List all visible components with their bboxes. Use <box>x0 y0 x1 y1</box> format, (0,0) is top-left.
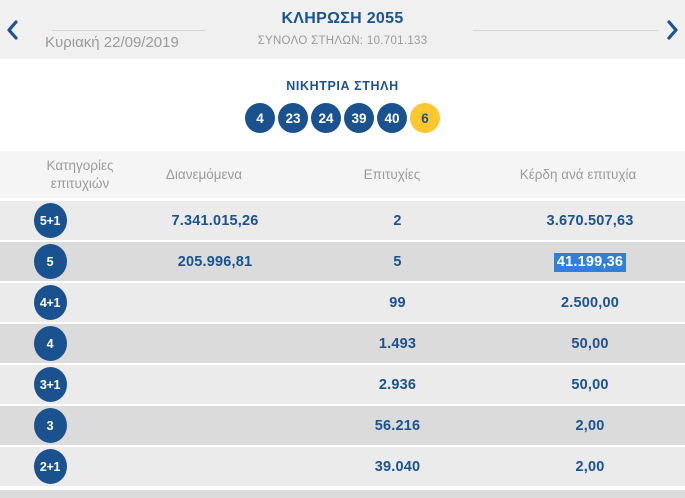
table-row: 4+1 99 2.500,00 <box>0 283 685 322</box>
divider-line-left <box>52 30 205 31</box>
bonus-number-ball: 6 <box>410 103 440 133</box>
category-badge-cell: 3 <box>0 408 100 443</box>
category-badge: 4+1 <box>33 285 67 320</box>
category-badge: 3+1 <box>33 367 67 402</box>
cell-wins: 2 <box>393 212 402 229</box>
table-row: 2+1 39.040 2,00 <box>0 447 685 486</box>
cell-distributed: 7.341.015,26 <box>171 212 259 229</box>
next-row-peek <box>0 490 685 498</box>
cell-wins: 1.493 <box>378 335 417 352</box>
winning-column-section: ΝΙΚΗΤΡΙΑ ΣΤΗΛΗ 4 23 24 39 40 6 <box>0 59 685 151</box>
table-row: 4 1.493 50,00 <box>0 324 685 363</box>
cell-per-win: 2,00 <box>575 417 605 434</box>
winning-number-ball: 23 <box>278 103 308 133</box>
cell-per-win: 2.500,00 <box>560 294 620 311</box>
next-draw-button[interactable] <box>665 19 681 43</box>
divider-line-right <box>473 30 658 31</box>
cell-distributed: 205.996,81 <box>177 253 253 270</box>
category-badge: 2+1 <box>33 449 67 484</box>
cell-wins: 2.936 <box>378 376 417 393</box>
category-badge: 5+1 <box>33 203 67 238</box>
draw-date: Κυριακή 22/09/2019 <box>45 34 179 51</box>
results-table-body: 5+1 7.341.015,26 2 3.670.507,63 5 205.99… <box>0 201 685 488</box>
winning-numbers-row: 4 23 24 39 40 6 <box>0 103 685 133</box>
chevron-left-icon <box>6 19 18 43</box>
column-header-distributed: Διανεμόμενα <box>165 166 243 182</box>
category-badge-cell: 3+1 <box>0 367 100 402</box>
chevron-right-icon <box>667 19 679 43</box>
draw-navigation-header: Κυριακή 22/09/2019 ΚΛΗΡΩΣΗ 2055 ΣΥΝΟΛΟ Σ… <box>0 0 685 59</box>
cell-wins: 5 <box>393 253 402 270</box>
cell-per-win: 41.199,36 <box>465 252 685 272</box>
table-row: 5 205.996,81 5 41.199,36 <box>0 242 685 281</box>
category-badge-cell: 5+1 <box>0 203 100 238</box>
cell-wins: 56.216 <box>374 417 421 434</box>
winning-number-ball: 4 <box>245 103 275 133</box>
winning-number-ball: 40 <box>377 103 407 133</box>
table-row: 5+1 7.341.015,26 2 3.670.507,63 <box>0 201 685 240</box>
category-badge: 5 <box>33 244 67 279</box>
cell-wins: 99 <box>389 294 406 311</box>
selection-highlight: 41.199,36 <box>553 252 627 272</box>
category-badge-cell: 4 <box>0 326 100 361</box>
draw-title: ΚΛΗΡΩΣΗ 2055 <box>281 10 404 27</box>
table-row: 3 56.216 2,00 <box>0 406 685 445</box>
cell-per-win: 50,00 <box>571 376 609 393</box>
cell-wins: 39.040 <box>374 458 421 475</box>
cell-per-win: 2,00 <box>575 458 605 475</box>
category-badge-cell: 5 <box>0 244 100 279</box>
winning-column-label: ΝΙΚΗΤΡΙΑ ΣΤΗΛΗ <box>286 79 399 93</box>
cell-per-win: 50,00 <box>571 335 609 352</box>
category-badge: 3 <box>33 408 67 443</box>
table-row: 3+1 2.936 50,00 <box>0 365 685 404</box>
category-badge-cell: 2+1 <box>0 449 100 484</box>
results-table-header: Κατηγορίες επιτυχιών Διανεμόμενα Επιτυχί… <box>0 151 685 198</box>
category-badge: 4 <box>33 326 67 361</box>
draw-total-columns: ΣΥΝΟΛΟ ΣΤΗΛΩΝ: 10.701.133 <box>257 35 428 47</box>
column-header-wins: Επιτυχίες <box>363 166 421 182</box>
cell-per-win: 3.670.507,63 <box>546 212 634 229</box>
winning-number-ball: 39 <box>344 103 374 133</box>
column-header-per-win: Κέρδη ανά επιτυχία <box>519 166 637 182</box>
previous-draw-button[interactable] <box>4 19 20 43</box>
category-badge-cell: 4+1 <box>0 285 100 320</box>
winning-number-ball: 24 <box>311 103 341 133</box>
column-header-categories: Κατηγορίες επιτυχιών <box>46 157 114 191</box>
